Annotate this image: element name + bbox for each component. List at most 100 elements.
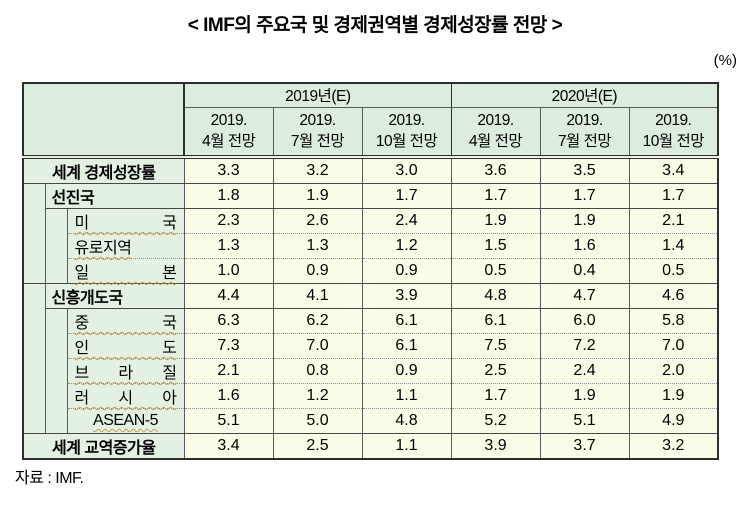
subheader-line: 7월 전망 <box>290 133 345 151</box>
value-cell: 1.0 <box>183 258 274 284</box>
value-cell: 6.1 <box>450 308 541 334</box>
indent-strip-cell <box>23 283 45 434</box>
value-cell: 1.7 <box>628 183 719 209</box>
value-cell: 1.9 <box>272 183 363 209</box>
value-cell: 2.6 <box>272 208 363 234</box>
subheader-line: 2019. <box>655 111 692 129</box>
value-cell: 2.5 <box>272 433 363 459</box>
value-cell: 4.1 <box>272 283 363 309</box>
value-cell: 4.7 <box>539 283 630 309</box>
value-cell: 1.6 <box>539 233 630 259</box>
value-cell: 5.0 <box>272 408 363 434</box>
value-cell: 7.5 <box>450 333 541 359</box>
table-row: 세계 경제성장률 3.3 3.2 3.0 3.6 3.5 3.4 <box>23 157 719 184</box>
value-cell: 7.3 <box>183 333 274 359</box>
value-cell: 4.6 <box>628 283 719 309</box>
corner-cell <box>23 83 185 159</box>
value-cell: 4.4 <box>183 283 274 309</box>
row-label-cell: 신흥개도국 <box>44 283 185 309</box>
table-body: 세계 경제성장률 3.3 3.2 3.0 3.6 3.5 3.4 선진국 1.8 1.9 1.7 1.… <box>23 157 719 459</box>
value-cell: 1.9 <box>628 383 719 409</box>
indent-strip-cell <box>44 208 67 284</box>
value-cell: 6.2 <box>272 308 363 334</box>
value-cell: 4.9 <box>628 408 719 434</box>
table-row: 신흥개도국 4.4 4.1 3.9 4.8 4.7 4.6 <box>23 283 719 434</box>
column-group-row: 2019년(E) 2020년(E) <box>23 83 719 159</box>
column-subheader: 2019. 4월 전망 <box>183 107 274 159</box>
value-cell: 3.5 <box>539 157 630 184</box>
value-cell: 6.3 <box>183 308 274 334</box>
value-cell: 1.7 <box>450 383 541 409</box>
value-cell: 0.9 <box>361 258 452 284</box>
value-cell: 3.2 <box>272 157 363 184</box>
value-cell: 1.7 <box>361 183 452 209</box>
value-cell: 3.4 <box>183 433 274 459</box>
row-label-cell: 세계 교역증가율 <box>23 433 185 459</box>
row-label-cell: 일 본 <box>66 258 185 284</box>
column-subheader: 2019. 7월 전망 <box>539 107 630 159</box>
row-label-cell: 세계 경제성장률 <box>23 157 185 184</box>
value-cell: 6.1 <box>361 308 452 334</box>
row-label-cell: 러 시 아 <box>66 383 185 409</box>
indent-strip-cell <box>23 183 45 284</box>
value-cell: 7.0 <box>272 333 363 359</box>
row-label-cell: 선진국 <box>44 183 185 209</box>
table-row: 세계 교역증가율 3.4 2.5 1.1 3.9 3.7 3.2 <box>23 433 719 459</box>
subheader-line: 10월 전망 <box>642 133 705 151</box>
value-cell: 3.0 <box>361 157 452 184</box>
table-row: ASEAN-5 5.1 5.0 4.8 5.2 5.1 4.9 <box>23 408 719 434</box>
value-cell: 2.1 <box>628 208 719 234</box>
value-cell: 4.8 <box>361 408 452 434</box>
value-cell: 1.6 <box>183 383 274 409</box>
value-cell: 2.1 <box>183 358 274 384</box>
value-cell: 5.2 <box>450 408 541 434</box>
value-cell: 5.1 <box>539 408 630 434</box>
subheader-line: 2019. <box>388 111 425 129</box>
subheader-line: 2019. <box>477 111 514 129</box>
value-cell: 3.4 <box>628 157 719 184</box>
forecast-table: 2019년(E) 2020년(E) 2019. 4월 전망 2019. 7월 전망 … <box>22 82 720 460</box>
subheader-line: 4월 전망 <box>468 133 523 151</box>
value-cell: 0.5 <box>450 258 541 284</box>
value-cell: 1.9 <box>539 208 630 234</box>
unit-label: (%) <box>713 52 737 69</box>
row-label-cell: 브 라 질 <box>66 358 185 384</box>
value-cell: 6.0 <box>539 308 630 334</box>
value-cell: 1.3 <box>272 233 363 259</box>
value-cell: 2.3 <box>183 208 274 234</box>
table-row: 유로지역 1.3 1.3 1.2 1.5 1.6 1.4 <box>23 233 719 259</box>
column-group-header-2019: 2019년(E) <box>183 83 452 108</box>
value-cell: 0.5 <box>628 258 719 284</box>
value-cell: 1.2 <box>272 383 363 409</box>
value-cell: 4.8 <box>450 283 541 309</box>
value-cell: 1.1 <box>361 433 452 459</box>
column-subheader: 2019. 4월 전망 <box>450 107 541 159</box>
value-cell: 2.4 <box>539 358 630 384</box>
value-cell: 3.9 <box>361 283 452 309</box>
row-label-cell: ASEAN-5 <box>66 408 185 434</box>
subheader-line: 10월 전망 <box>375 133 438 151</box>
value-cell: 3.3 <box>183 157 274 184</box>
table-row: 브 라 질 2.1 0.8 0.9 2.5 2.4 2.0 <box>23 358 719 384</box>
row-label-cell: 중 국 <box>66 308 185 334</box>
value-cell: 1.1 <box>361 383 452 409</box>
value-cell: 0.8 <box>272 358 363 384</box>
subheader-line: 2019. <box>210 111 248 129</box>
value-cell: 1.4 <box>628 233 719 259</box>
value-cell: 1.7 <box>539 183 630 209</box>
table-row: 미 국 2.3 2.6 2.4 1.9 1.9 2.1 <box>23 208 719 284</box>
value-cell: 1.8 <box>183 183 274 209</box>
value-cell: 5.8 <box>628 308 719 334</box>
subheader-line: 4월 전망 <box>202 133 256 151</box>
table-row: 중 국 6.3 6.2 6.1 6.1 6.0 5.8 <box>23 308 719 434</box>
subheader-line: 2019. <box>299 111 336 129</box>
value-cell: 1.3 <box>183 233 274 259</box>
value-cell: 0.4 <box>539 258 630 284</box>
value-cell: 2.5 <box>450 358 541 384</box>
column-subheader-row: 2019. 4월 전망 2019. 7월 전망 2019. 10월 전망 2019. 4… <box>23 107 719 159</box>
value-cell: 0.9 <box>272 258 363 284</box>
column-subheader: 2019. 10월 전망 <box>628 107 719 159</box>
value-cell: 2.4 <box>361 208 452 234</box>
row-label-cell: 인 도 <box>66 333 185 359</box>
